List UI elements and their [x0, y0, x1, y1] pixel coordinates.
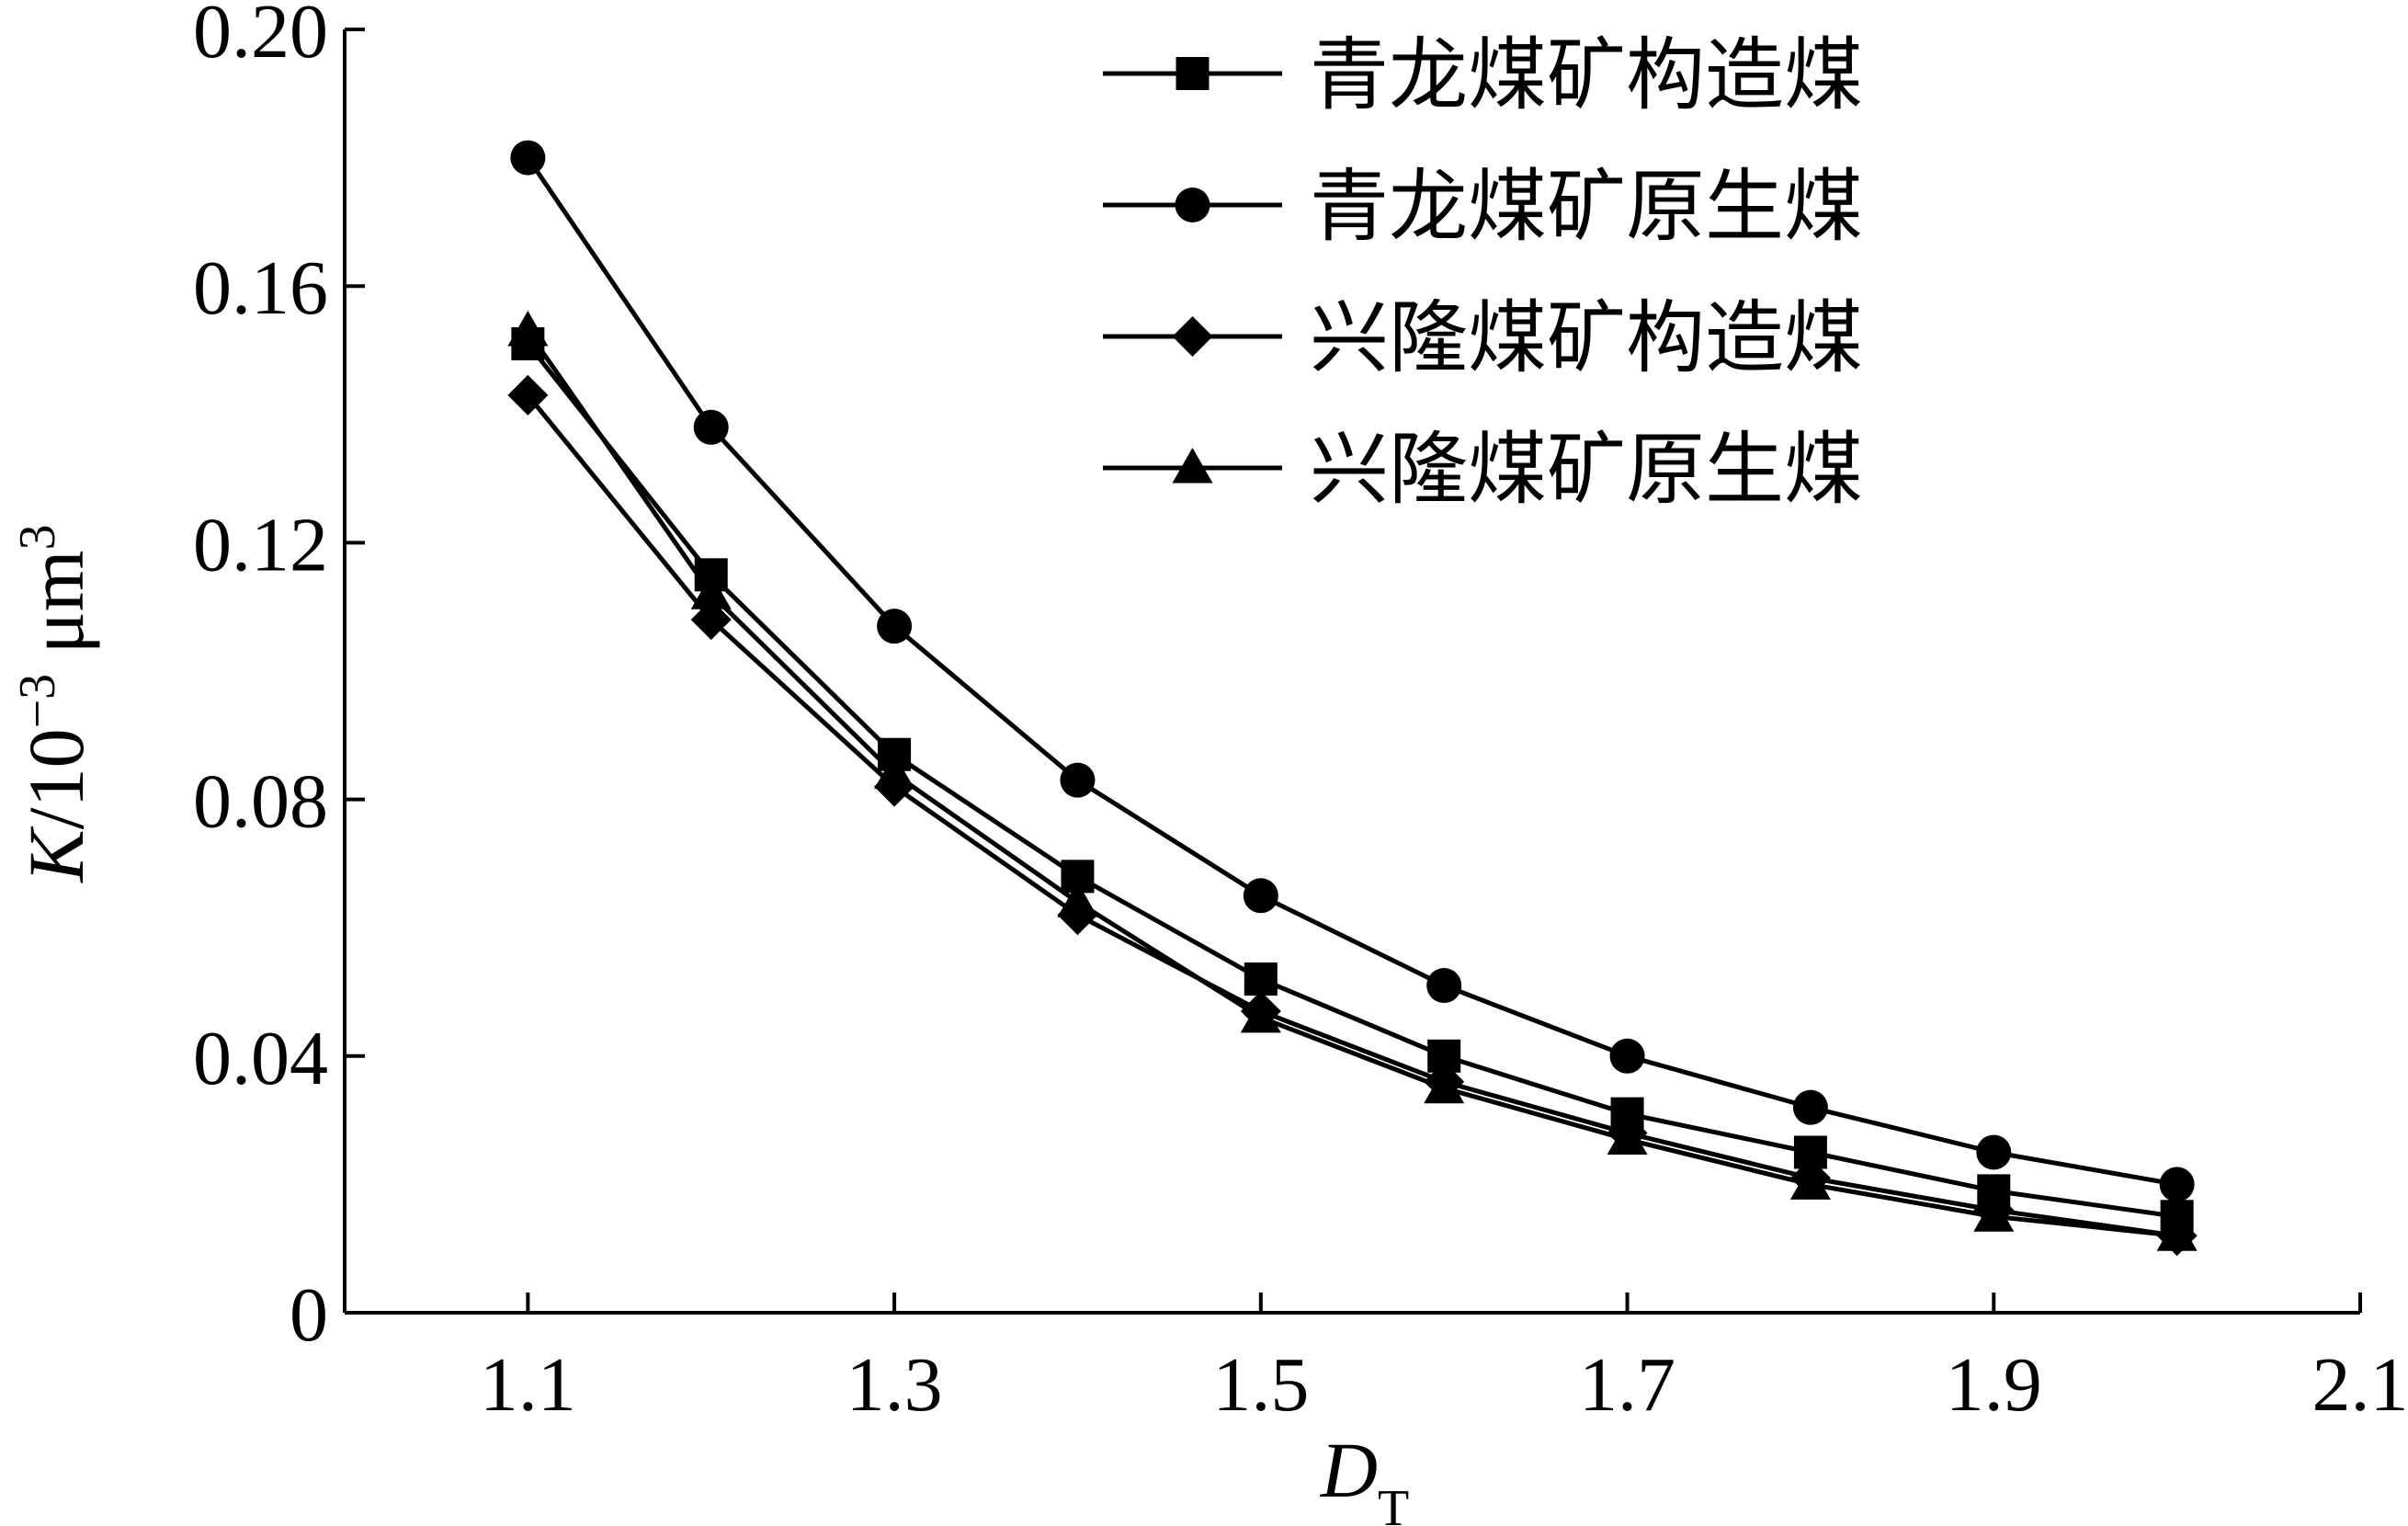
y-tick-label: 0.08 — [193, 759, 328, 845]
x-tick-label: 2.1 — [2312, 1342, 2408, 1428]
data-point-circle — [693, 409, 729, 445]
data-point-circle — [1792, 1089, 1828, 1125]
y-axis-title: K/10−3 μm3 — [9, 524, 100, 883]
x-tick-label: 1.7 — [1579, 1342, 1675, 1428]
legend-marker-square — [1176, 57, 1210, 90]
x-tick-label: 1.5 — [1212, 1342, 1309, 1428]
data-point-square — [1244, 962, 1278, 996]
series-line — [526, 393, 2177, 1238]
series-circle — [510, 140, 2195, 1202]
data-point-circle — [877, 609, 913, 644]
legend-marker-triangle — [1172, 448, 1213, 484]
data-point-triangle — [874, 753, 915, 790]
y-tick-label: 0.12 — [193, 502, 328, 587]
y-axis-title-variable: K — [12, 826, 100, 884]
y-axis-title-exponent: −3 — [9, 674, 66, 729]
data-point-triangle — [1607, 1119, 1648, 1156]
legend-marker-circle — [1175, 188, 1210, 222]
series-triangle — [507, 311, 2198, 1251]
y-tick-label: 0 — [290, 1272, 328, 1358]
legend-item: 青龙煤矿原生煤 — [1103, 161, 1863, 253]
x-axis-title-variable: D — [1320, 1426, 1378, 1514]
data-point-circle — [1426, 968, 1462, 1004]
y-axis-title-unit-exponent: 3 — [9, 524, 66, 550]
x-tick-label: 1.9 — [1946, 1342, 2042, 1428]
data-point-circle — [1060, 762, 1096, 798]
data-point-diamond — [690, 599, 732, 641]
data-point-triangle — [1240, 996, 1281, 1033]
data-point-triangle — [1789, 1164, 1831, 1200]
data-point-triangle — [690, 574, 732, 609]
legend-item: 兴隆煤矿原生煤 — [1103, 424, 1863, 516]
y-tick-label: 0.16 — [193, 245, 328, 331]
series-line — [526, 342, 2177, 1219]
x-axis-title-subscript: T — [1378, 1480, 1409, 1526]
y-axis-title-unit: μm — [12, 550, 100, 674]
data-point-circle — [2159, 1167, 2195, 1202]
y-axis-title-scale: /10 — [12, 728, 100, 829]
data-point-triangle — [507, 311, 549, 347]
data-point-diamond — [507, 374, 549, 416]
series-line — [526, 156, 2178, 1187]
x-tick-label: 1.1 — [480, 1342, 576, 1428]
y-tick-label: 0.20 — [193, 0, 328, 74]
axes: 0 0.04 0.08 0.12 0.16 0.20 1.1 1.3 1.5 1.7 1.9 2.1 — [193, 0, 2408, 1428]
x-tick-label: 1.3 — [846, 1342, 943, 1428]
data-point-triangle — [1057, 882, 1098, 917]
y-tick-label: 0.04 — [193, 1016, 328, 1101]
data-point-triangle — [1424, 1067, 1465, 1104]
data-point-circle — [1976, 1134, 2012, 1170]
legend-label: 兴隆煤矿原生煤 — [1310, 424, 1863, 516]
x-axis-title: DT — [1320, 1426, 1409, 1526]
data-point-triangle — [1973, 1196, 2015, 1232]
series-line — [526, 329, 2177, 1238]
data-point-circle — [1243, 878, 1278, 914]
data-point-circle — [510, 140, 546, 176]
legend-label: 青龙煤矿原生煤 — [1310, 161, 1863, 253]
data-point-triangle — [2156, 1215, 2198, 1251]
legend-item: 兴隆煤矿构造煤 — [1103, 292, 1863, 384]
series-layer — [507, 140, 2198, 1257]
legend-item: 青龙煤矿构造煤 — [1103, 29, 1863, 121]
legend-marker-diamond — [1172, 316, 1213, 357]
data-point-circle — [1609, 1038, 1645, 1074]
legend-label: 青龙煤矿构造煤 — [1310, 29, 1863, 121]
legend-label: 兴隆煤矿构造煤 — [1310, 292, 1863, 384]
